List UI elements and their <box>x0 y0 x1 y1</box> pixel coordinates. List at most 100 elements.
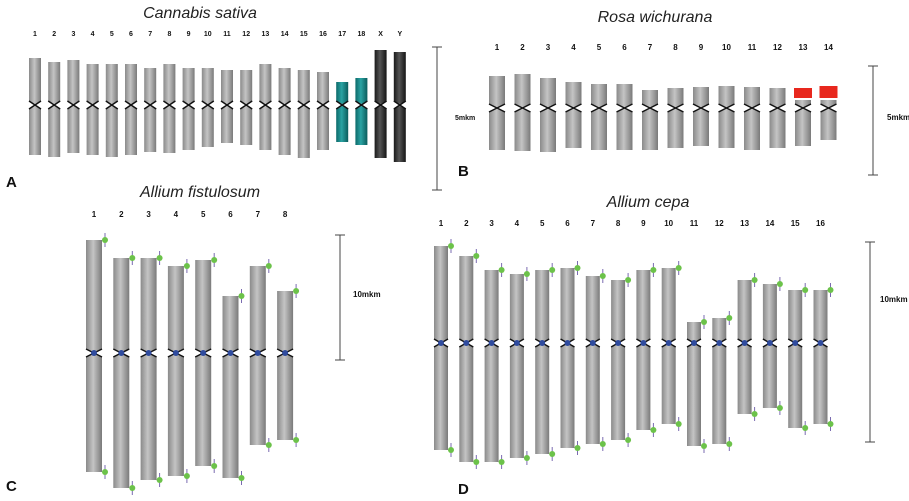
centromere-dot <box>514 340 520 346</box>
centromere-dot <box>118 350 124 356</box>
centromere-dot <box>640 340 646 346</box>
chromosome-label: 8 <box>167 31 171 38</box>
chromosome-arm <box>586 344 600 444</box>
chromosome-arm <box>540 109 556 152</box>
chromosome-arm <box>144 106 156 152</box>
chromosome-label: 1 <box>92 210 97 219</box>
marker-dot <box>650 427 656 433</box>
chromosome-label: 10 <box>722 43 731 52</box>
marker-dot <box>473 459 479 465</box>
chromosome-label: 5 <box>110 31 114 38</box>
chromosome-arm <box>459 344 473 462</box>
chromosome-label: Y <box>397 31 402 38</box>
marker-dot <box>802 425 808 431</box>
chromosome-arm <box>489 76 505 107</box>
chromosome-arm <box>106 106 118 157</box>
marker-dot <box>473 253 479 259</box>
centromere-dot <box>255 350 261 356</box>
chromosome-arm <box>561 268 575 342</box>
chromosome-arm <box>141 354 157 480</box>
chromosome-arm <box>485 344 499 462</box>
chromosome-arm <box>48 62 60 104</box>
chromosome-label: 12 <box>242 31 250 38</box>
marker-dot <box>625 277 631 283</box>
marker-dot <box>650 267 656 273</box>
chromosome-label: 1 <box>33 31 37 38</box>
marker-dot <box>575 265 581 271</box>
scale-label: 10mkm <box>353 290 381 299</box>
chromosome-arm <box>113 354 129 488</box>
centromere-dot <box>146 350 152 356</box>
chromosome-arm <box>223 354 239 478</box>
chromosome-label: 12 <box>715 219 724 228</box>
chromosome-arm <box>355 106 367 145</box>
chromosome-label: 3 <box>489 219 494 228</box>
chromosome-label: 3 <box>71 31 75 38</box>
chromosome-label: 11 <box>223 31 231 38</box>
chromosome-label: 7 <box>148 31 152 38</box>
chromosome-arm <box>221 106 233 143</box>
marker-dot <box>726 441 732 447</box>
chromosome-arm <box>86 354 102 472</box>
marker-dot <box>777 281 783 287</box>
centromere-dot <box>590 340 596 346</box>
marker-dot <box>499 267 505 273</box>
centromere-dot <box>489 340 495 346</box>
centromere-dot <box>742 340 748 346</box>
marker-dot <box>129 255 135 261</box>
chromosome-arm <box>279 68 291 104</box>
chromosome-arm <box>540 78 556 107</box>
centromere-dot <box>200 350 206 356</box>
chromosome-arm <box>535 270 549 342</box>
chromosome-label: 11 <box>748 43 757 52</box>
chromosome-arm <box>277 354 293 440</box>
chromosome-arm <box>566 82 582 107</box>
chromosome-arm <box>223 296 239 352</box>
centromere-dot <box>539 340 545 346</box>
chromosome-label: 14 <box>281 31 289 38</box>
marker-dot <box>625 437 631 443</box>
chromosome-arm <box>719 86 735 107</box>
centromere-dot <box>691 340 697 346</box>
chromosome-arm <box>259 64 271 104</box>
chromosome-arm <box>48 106 60 157</box>
chromosome-arm <box>125 64 137 104</box>
chromosome-label: 1 <box>495 43 500 52</box>
centromere-dot <box>615 340 621 346</box>
chromosome-label: 2 <box>464 219 469 228</box>
panel-letter: D <box>458 481 469 498</box>
marker-dot <box>448 447 454 453</box>
centromere-dot <box>228 350 234 356</box>
marker-dot <box>129 485 135 491</box>
chromosome-label: X <box>378 31 383 38</box>
chromosome-arm <box>298 70 310 104</box>
chromosome-label: 13 <box>262 31 270 38</box>
chromosome-arm <box>277 291 293 352</box>
chromosome-arm <box>687 344 701 446</box>
chromosome-arm <box>29 58 41 104</box>
centromere-dot <box>716 340 722 346</box>
chromosome-label: 4 <box>174 210 179 219</box>
chromosome-arm <box>566 109 582 148</box>
chromosome-arm <box>87 106 99 155</box>
chromosome-arm <box>183 106 195 150</box>
chromosome-arm <box>375 50 387 104</box>
chromosome-label: 6 <box>228 210 233 219</box>
marker-dot <box>802 287 808 293</box>
chromosome-arm <box>67 106 79 153</box>
chromosome-arm <box>168 354 184 476</box>
chromosome-arm <box>788 290 802 342</box>
chromosome-arm <box>642 109 658 150</box>
chromosome-arm <box>183 68 195 104</box>
panel-title: Allium cepa <box>606 194 690 211</box>
chromosome-arm <box>336 106 348 142</box>
marker-dot <box>293 437 299 443</box>
chromosome-label: 4 <box>515 219 520 228</box>
marker-dot <box>102 237 108 243</box>
centromere-dot <box>565 340 571 346</box>
chromosome-arm <box>668 88 684 107</box>
chromosome-arm <box>510 344 524 458</box>
chromosome-arm <box>687 322 701 342</box>
chromosome-label: 13 <box>799 43 808 52</box>
chromosome-label: 18 <box>358 31 366 38</box>
